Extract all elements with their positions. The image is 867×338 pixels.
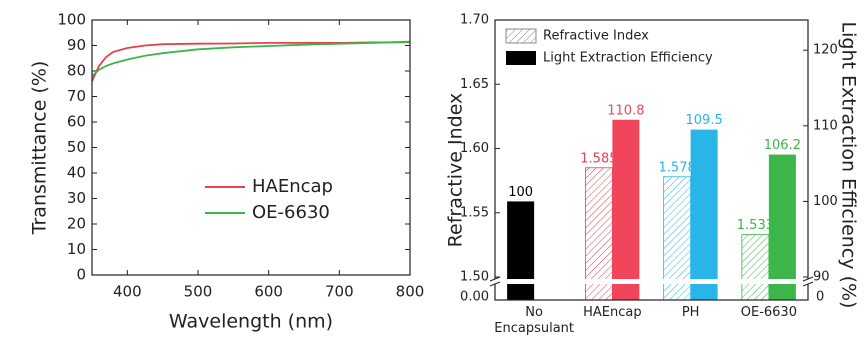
y-tick-label: 40 [67, 164, 86, 182]
y-tick-label: 1.70 [460, 13, 489, 28]
y-tick-label: 1.50 [460, 270, 489, 285]
bar [768, 154, 796, 300]
plot-frame [91, 19, 411, 276]
y-tick-label: 10 [67, 240, 86, 258]
y-axis-title: Refractive Index [445, 93, 467, 248]
bar [507, 201, 535, 300]
y-tick-label: 100 [57, 11, 86, 29]
value-label: 1.578 [659, 160, 696, 175]
bar [690, 129, 718, 300]
y-tick-label: 1.55 [460, 205, 489, 220]
y2-tick-label: 90 [813, 270, 830, 285]
y-tick-label: 1.60 [460, 141, 489, 156]
y-tick-label: 70 [67, 87, 86, 105]
y-tick-label: 90 [67, 36, 86, 54]
bar [612, 119, 640, 300]
y2-tick-label: 110 [813, 118, 838, 133]
y-tick-label: 60 [67, 113, 86, 131]
y-tick-label: 0 [76, 266, 86, 284]
y-tick-label: 30 [67, 189, 86, 207]
legend-label: Light Extraction Efficiency [543, 51, 713, 66]
x-tick-label: 800 [396, 283, 425, 301]
value-label: 1.533 [737, 218, 774, 233]
bar [741, 234, 770, 301]
axis-break-mark [802, 281, 814, 287]
y-tick-label: 20 [67, 215, 86, 233]
x-tick-label: No Encapsulant [494, 305, 574, 336]
legend-swatch [505, 28, 537, 44]
y-axis-title: Transmittance (%) [29, 61, 51, 236]
value-label: 1.585 [580, 151, 617, 166]
x-tick-label: 500 [184, 283, 213, 301]
x-axis-title: Wavelength (nm) [169, 311, 333, 333]
axis-break-gap [491, 279, 812, 284]
x-tick-label: 600 [254, 283, 283, 301]
y-tick-label: 80 [67, 62, 86, 80]
x-tick-label: PH [681, 305, 700, 320]
y2-tick-label: 100 [813, 194, 838, 209]
y-tick-label: 50 [67, 138, 86, 156]
y2-tick-label: 120 [813, 43, 838, 58]
line-series [91, 40, 411, 77]
bar [584, 167, 613, 301]
value-label: 109.5 [686, 113, 723, 128]
x-tick-label: 400 [113, 283, 142, 301]
x-tick-label: HAEncap [583, 305, 642, 320]
legend-label: Refractive Index [543, 29, 649, 44]
y2-tick-label: 0 [816, 290, 824, 305]
axis-break-mark [489, 276, 501, 282]
y2-axis-title: Light Extraction Efficiency (%) [838, 22, 860, 309]
plot-frame [494, 19, 809, 301]
legend-label: OE-6630 [252, 202, 330, 223]
legend-swatch [506, 51, 536, 65]
axis-break-mark [489, 281, 501, 287]
axis-break-mark [802, 276, 814, 282]
line-series [91, 41, 411, 82]
value-label: 110.8 [607, 103, 644, 118]
value-label: 100 [508, 185, 533, 200]
y-tick-label: 1.65 [460, 77, 489, 92]
y-tick-label: 0.00 [460, 290, 489, 305]
legend-label: HAEncap [252, 176, 333, 197]
x-tick-label: 700 [325, 283, 354, 301]
value-label: 106.2 [764, 138, 801, 153]
x-tick-label: OE-6630 [740, 305, 797, 320]
